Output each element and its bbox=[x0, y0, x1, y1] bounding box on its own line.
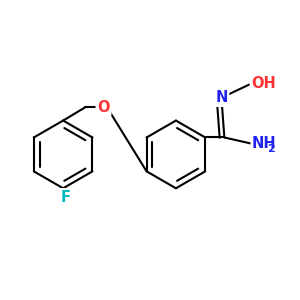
Text: O: O bbox=[97, 100, 110, 115]
Text: F: F bbox=[61, 190, 70, 205]
Text: 2: 2 bbox=[267, 144, 275, 154]
Text: NH: NH bbox=[252, 136, 276, 151]
Text: N: N bbox=[215, 90, 228, 105]
Text: OH: OH bbox=[251, 76, 276, 91]
